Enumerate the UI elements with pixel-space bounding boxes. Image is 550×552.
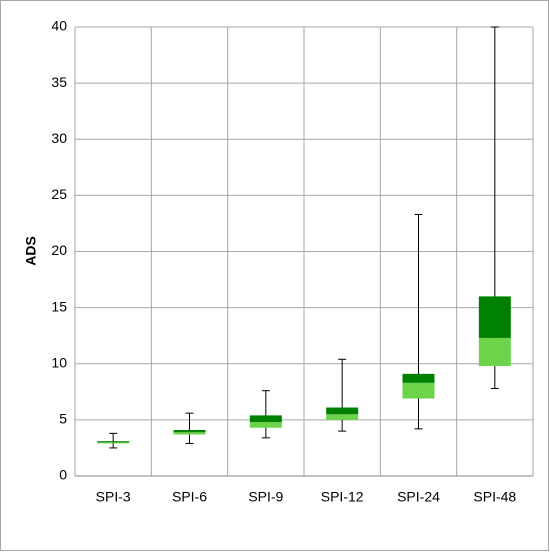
x-tick-label: SPI-48 [473,489,516,505]
box-lower [478,337,511,366]
y-tick-label: 0 [59,467,67,483]
y-tick-label: 15 [51,298,67,314]
box-upper [402,373,435,383]
x-tick-label: SPI-6 [172,489,207,505]
x-tick-label: SPI-24 [397,489,440,505]
y-tick-label: 10 [51,354,67,370]
box-upper [478,296,511,338]
box-lower [249,422,282,428]
box-lower [402,382,435,399]
box-upper [97,441,130,443]
box-lower [326,414,359,420]
box-upper [326,407,359,415]
y-tick-label: 35 [51,74,67,90]
box-upper [249,415,282,423]
x-tick-label: SPI-9 [248,489,283,505]
y-tick-label: 5 [59,411,67,427]
y-tick-label: 25 [51,186,67,202]
y-tick-label: 40 [51,18,67,34]
x-tick-label: SPI-3 [96,489,131,505]
box-upper [173,429,206,433]
box-lower [173,432,206,435]
y-tick-label: 20 [51,242,67,258]
y-axis-label: ADS [23,236,39,266]
x-tick-label: SPI-12 [321,489,364,505]
y-tick-label: 30 [51,130,67,146]
box-lower [97,442,130,444]
